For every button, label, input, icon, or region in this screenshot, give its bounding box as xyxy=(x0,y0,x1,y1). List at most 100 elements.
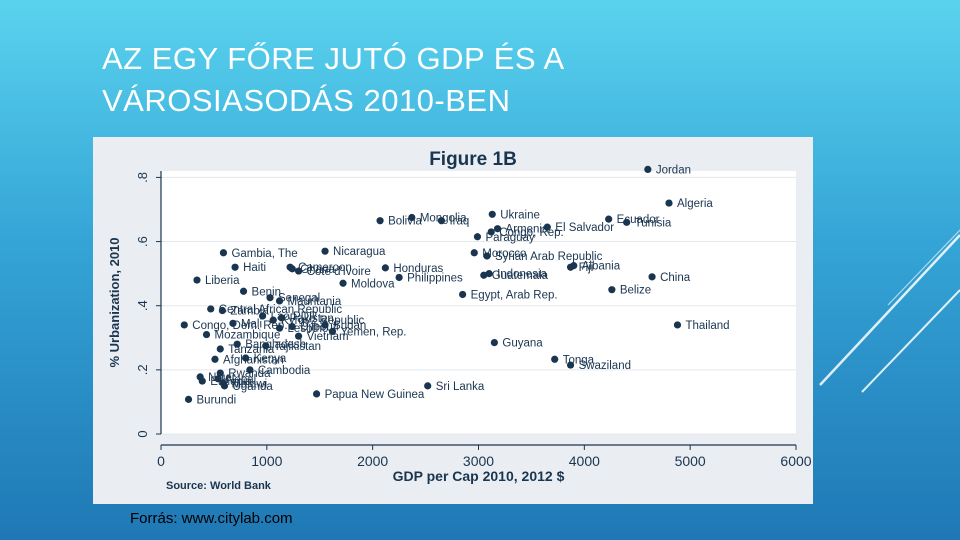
point-label: Tanzania xyxy=(228,344,275,356)
point-label: Indonesia xyxy=(497,269,547,281)
point-label: Jordan xyxy=(656,164,691,176)
data-point xyxy=(644,165,652,173)
point-label: Senegal xyxy=(278,293,320,305)
point-label: Sudan xyxy=(333,320,366,332)
x-axis-label: GDP per Cap 2010, 2012 $ xyxy=(393,468,565,484)
point-label: Albania xyxy=(582,261,621,273)
point-label: Syrian Arab Republic xyxy=(495,251,603,263)
y-tick-label: .6 xyxy=(135,236,150,247)
point-label: Nicaragua xyxy=(333,246,386,258)
point-label: Ecuador xyxy=(617,214,660,226)
data-point xyxy=(459,290,467,299)
x-tick-label: 0 xyxy=(157,453,165,469)
data-point xyxy=(229,319,237,327)
data-point xyxy=(216,369,224,377)
data-point xyxy=(269,316,277,324)
point-label: Cameroon xyxy=(298,262,352,274)
data-point xyxy=(288,322,296,331)
point-label: Burundi xyxy=(197,394,237,406)
data-point xyxy=(242,354,250,362)
point-label: Mozambique xyxy=(215,330,281,342)
data-point xyxy=(488,210,496,218)
data-point xyxy=(328,327,337,335)
x-tick-label: 4000 xyxy=(569,453,600,469)
y-tick-label: .2 xyxy=(135,364,150,375)
point-label: Bolivia xyxy=(388,216,422,228)
data-point xyxy=(198,377,206,385)
point-label: Algeria xyxy=(677,198,713,210)
data-point xyxy=(321,321,329,329)
point-label: Uganda xyxy=(233,381,274,393)
point-label: Guyana xyxy=(502,338,543,350)
data-point xyxy=(275,297,284,305)
point-label: Benin xyxy=(252,286,281,298)
point-label: Rwanda xyxy=(228,368,271,380)
data-point xyxy=(202,330,211,339)
point-label: Moldova xyxy=(351,278,395,290)
data-point xyxy=(184,395,193,403)
data-point xyxy=(214,375,222,383)
data-point xyxy=(605,215,613,223)
data-point xyxy=(673,321,682,329)
chart-title: Figure 1B xyxy=(429,149,517,170)
axis-layer: 0 .2 .4 .6 .8 0 1000 2000 3000 4000 5000 6000 xyxy=(135,171,812,469)
data-point xyxy=(180,321,188,329)
data-point xyxy=(648,273,656,281)
data-point xyxy=(551,355,559,363)
chart-source-label: Source: World Bank xyxy=(166,480,272,492)
point-label: Belize xyxy=(620,285,651,297)
data-point xyxy=(220,382,229,390)
point-label: Gambia, The xyxy=(231,248,297,260)
data-point xyxy=(339,279,347,287)
point-label: Haiti xyxy=(243,262,266,274)
data-point xyxy=(566,361,575,369)
data-point xyxy=(239,287,248,295)
data-point xyxy=(608,286,616,294)
x-tick-label: 3000 xyxy=(463,453,494,469)
point-label: Congo, Dem. Rep. xyxy=(192,320,287,332)
point-label: Mauritania xyxy=(288,296,342,308)
point-label: Congo, Rep. xyxy=(499,227,564,239)
point-label: Sri Lanka xyxy=(436,381,485,393)
data-point xyxy=(294,267,303,275)
data-point xyxy=(262,342,270,350)
scatter-chart: Figure 1B 0 .2 .4 .6 .8 0 1000 2000 3000 4000 5000… xyxy=(107,149,812,492)
point-label: Papua New Guinea xyxy=(325,389,425,401)
point-label: Egypt, Arab Rep. xyxy=(471,289,558,301)
plot-area xyxy=(161,171,796,434)
data-point xyxy=(207,305,215,313)
data-point xyxy=(470,249,478,257)
point-label: Nepal xyxy=(226,374,256,386)
data-point xyxy=(480,271,488,279)
point-label: Yemen, Rep. xyxy=(340,326,406,338)
point-label: Mali xyxy=(241,318,262,330)
point-label: Cote d'Ivoire xyxy=(307,266,371,278)
point-label: China xyxy=(660,272,691,284)
decorative-line-2 xyxy=(861,289,960,393)
data-point xyxy=(381,264,389,272)
data-point xyxy=(376,217,384,225)
point-label: Guatemala xyxy=(492,270,549,282)
point-label: Morocco xyxy=(482,248,526,260)
data-point xyxy=(623,218,631,226)
data-point xyxy=(312,390,321,398)
data-point xyxy=(543,223,551,231)
data-point xyxy=(437,217,446,225)
y-tick-label: .8 xyxy=(135,172,150,183)
x-tick-label: 2000 xyxy=(357,453,388,469)
point-label: Lesotho xyxy=(288,323,329,335)
data-point xyxy=(219,249,228,257)
point-label: Honduras xyxy=(393,263,443,275)
x-tick-label: 5000 xyxy=(675,453,706,469)
chart-figure: Figure 1B 0 .2 .4 .6 .8 0 1000 2000 3000 4000 5000… xyxy=(93,137,813,504)
source-caption: Forrás: www.citylab.com xyxy=(130,510,293,527)
x-tick-label: 1000 xyxy=(251,453,282,469)
slide-title: AZ EGY FŐRE JUTÓ GDP ÉS A VÁROSIASODÁS 2… xyxy=(102,38,802,122)
point-label: Ghana xyxy=(300,264,335,276)
point-label: Tunisia xyxy=(635,217,672,229)
point-label: Fiji xyxy=(579,262,594,274)
data-point xyxy=(211,355,219,363)
point-label: El Salvador xyxy=(555,222,614,234)
data-point xyxy=(570,262,578,270)
